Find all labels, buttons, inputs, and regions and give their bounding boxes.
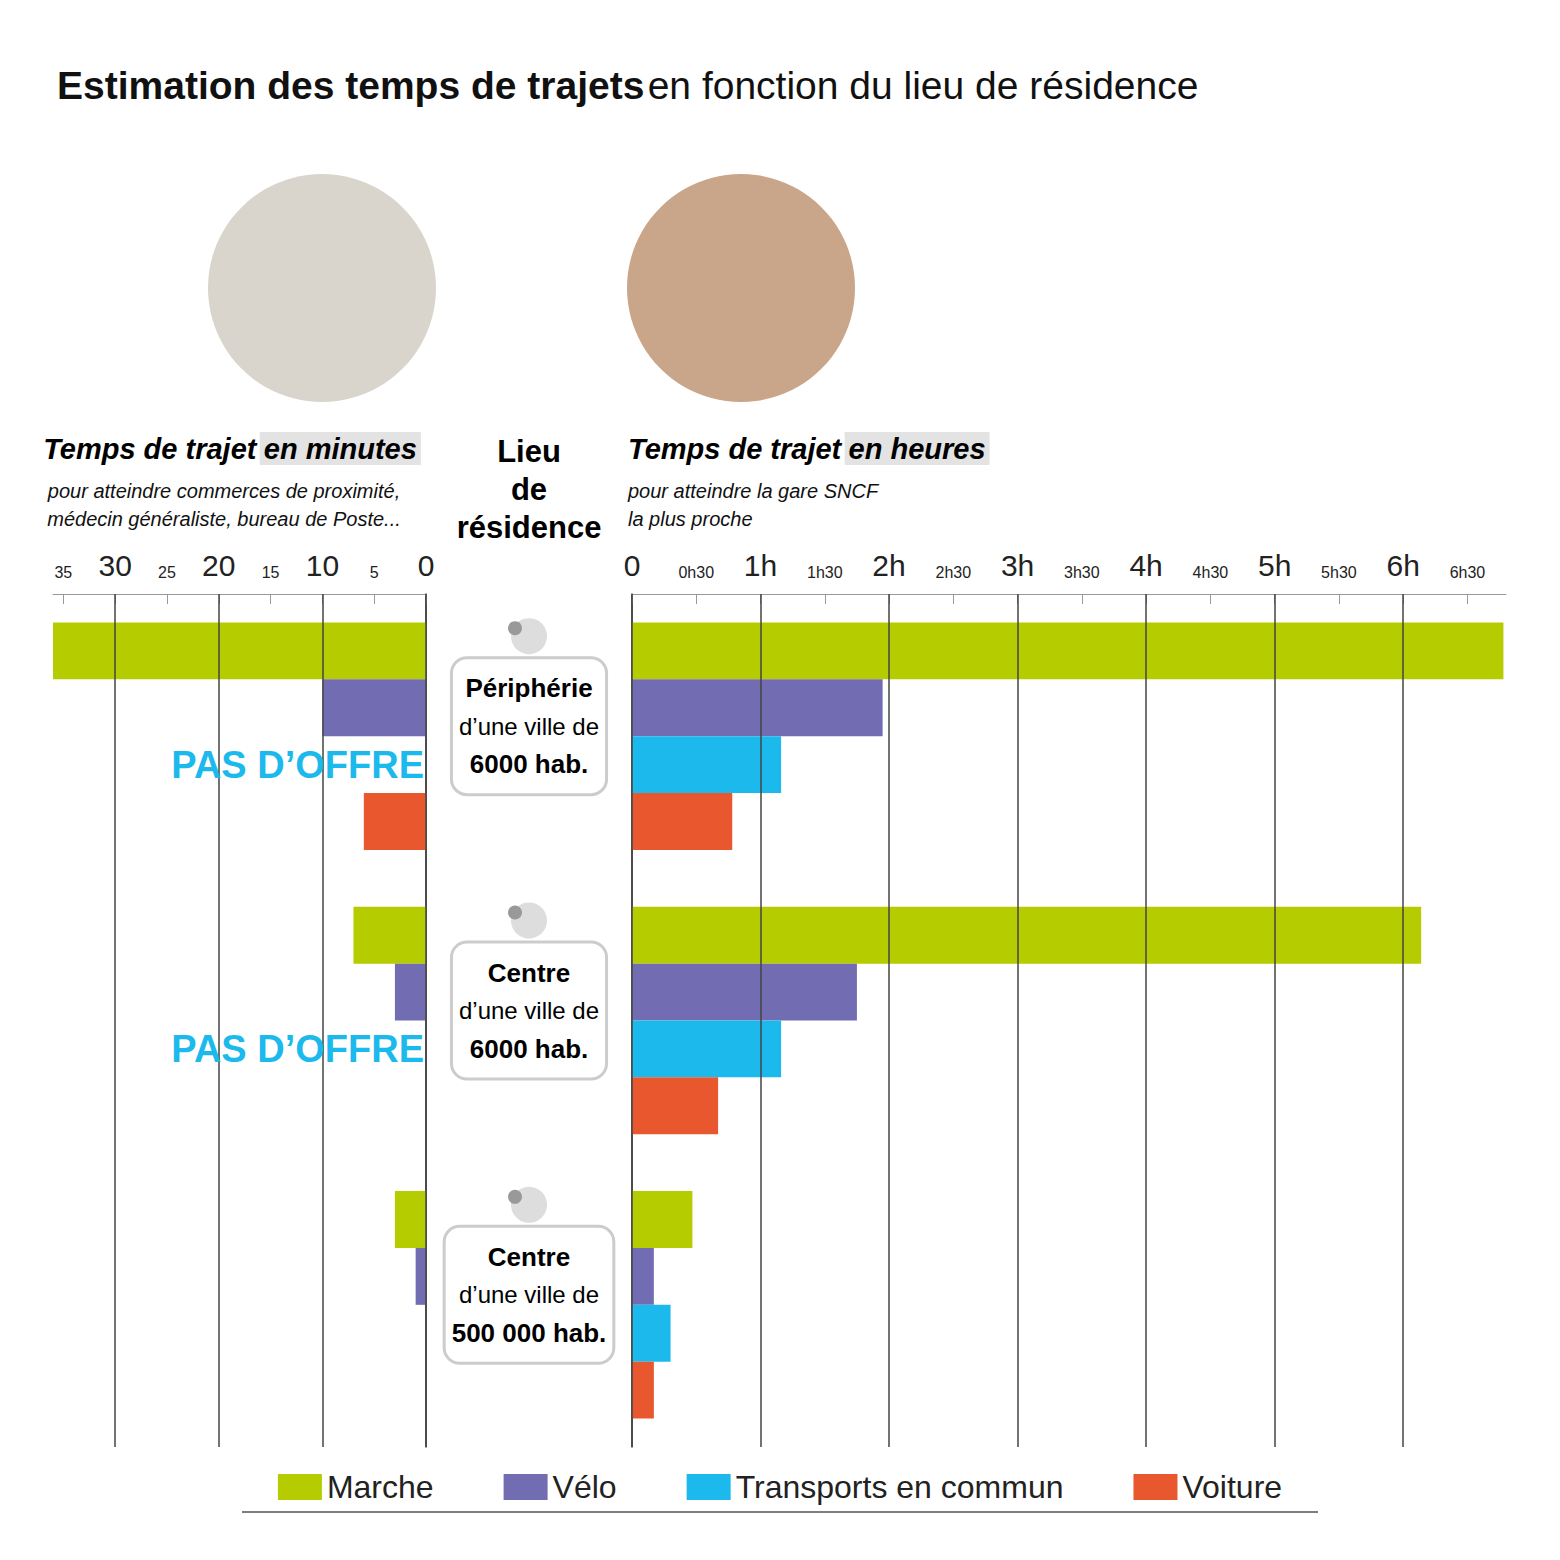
svg-text:5h: 5h xyxy=(1258,549,1291,582)
svg-text:2h: 2h xyxy=(872,549,905,582)
svg-text:résidence: résidence xyxy=(457,510,602,545)
svg-text:PAS D’OFFRE: PAS D’OFFRE xyxy=(171,1028,424,1070)
svg-text:en heures: en heures xyxy=(849,433,986,465)
svg-text:Vélo: Vélo xyxy=(553,1469,617,1505)
svg-text:Voiture: Voiture xyxy=(1182,1469,1282,1505)
svg-text:20: 20 xyxy=(202,549,235,582)
svg-text:6h30: 6h30 xyxy=(1450,564,1486,581)
svg-text:500 000 hab.: 500 000 hab. xyxy=(452,1318,607,1348)
svg-text:pour atteindre commerces de pr: pour atteindre commerces de proximité, xyxy=(47,480,400,502)
svg-text:Estimation des temps de trajet: Estimation des temps de trajets xyxy=(57,64,644,107)
svg-text:30: 30 xyxy=(98,549,131,582)
svg-text:3h30: 3h30 xyxy=(1064,564,1100,581)
svg-text:6000 hab.: 6000 hab. xyxy=(470,1034,589,1064)
svg-text:0: 0 xyxy=(624,549,641,582)
svg-text:1h: 1h xyxy=(744,549,777,582)
svg-text:Marche: Marche xyxy=(327,1469,434,1505)
svg-text:Temps de trajet: Temps de trajet xyxy=(43,433,258,465)
svg-text:10: 10 xyxy=(306,549,339,582)
svg-text:d’une ville de: d’une ville de xyxy=(459,1281,599,1308)
svg-text:Temps de trajet: Temps de trajet xyxy=(628,433,843,465)
svg-text:de: de xyxy=(511,472,547,507)
svg-text:0h30: 0h30 xyxy=(678,564,714,581)
svg-text:Centre: Centre xyxy=(488,958,570,988)
svg-text:Centre: Centre xyxy=(488,1242,570,1272)
svg-text:35: 35 xyxy=(54,564,72,581)
svg-text:5h30: 5h30 xyxy=(1321,564,1357,581)
svg-text:25: 25 xyxy=(158,564,176,581)
svg-text:6000 hab.: 6000 hab. xyxy=(470,749,589,779)
svg-text:Transports en commun: Transports en commun xyxy=(736,1469,1064,1505)
svg-text:PAS D’OFFRE: PAS D’OFFRE xyxy=(171,744,424,786)
svg-text:2h30: 2h30 xyxy=(936,564,972,581)
svg-text:d’une ville de: d’une ville de xyxy=(459,997,599,1024)
svg-text:Lieu: Lieu xyxy=(497,434,561,469)
svg-text:4h30: 4h30 xyxy=(1193,564,1229,581)
svg-text:en fonction du lieu de résiden: en fonction du lieu de résidence xyxy=(648,64,1199,107)
svg-text:d’une ville de: d’une ville de xyxy=(459,713,599,740)
svg-text:15: 15 xyxy=(262,564,280,581)
svg-text:en minutes: en minutes xyxy=(264,433,417,465)
svg-text:1h30: 1h30 xyxy=(807,564,843,581)
svg-text:médecin généraliste, bureau de: médecin généraliste, bureau de Poste... xyxy=(47,508,401,530)
svg-text:Périphérie: Périphérie xyxy=(465,673,592,703)
svg-text:6h: 6h xyxy=(1386,549,1419,582)
svg-text:pour atteindre la gare SNCF: pour atteindre la gare SNCF xyxy=(627,480,880,502)
svg-text:5: 5 xyxy=(370,564,379,581)
svg-text:3h: 3h xyxy=(1001,549,1034,582)
svg-text:4h: 4h xyxy=(1129,549,1162,582)
svg-text:0: 0 xyxy=(418,549,435,582)
svg-text:la plus proche: la plus proche xyxy=(628,508,753,530)
